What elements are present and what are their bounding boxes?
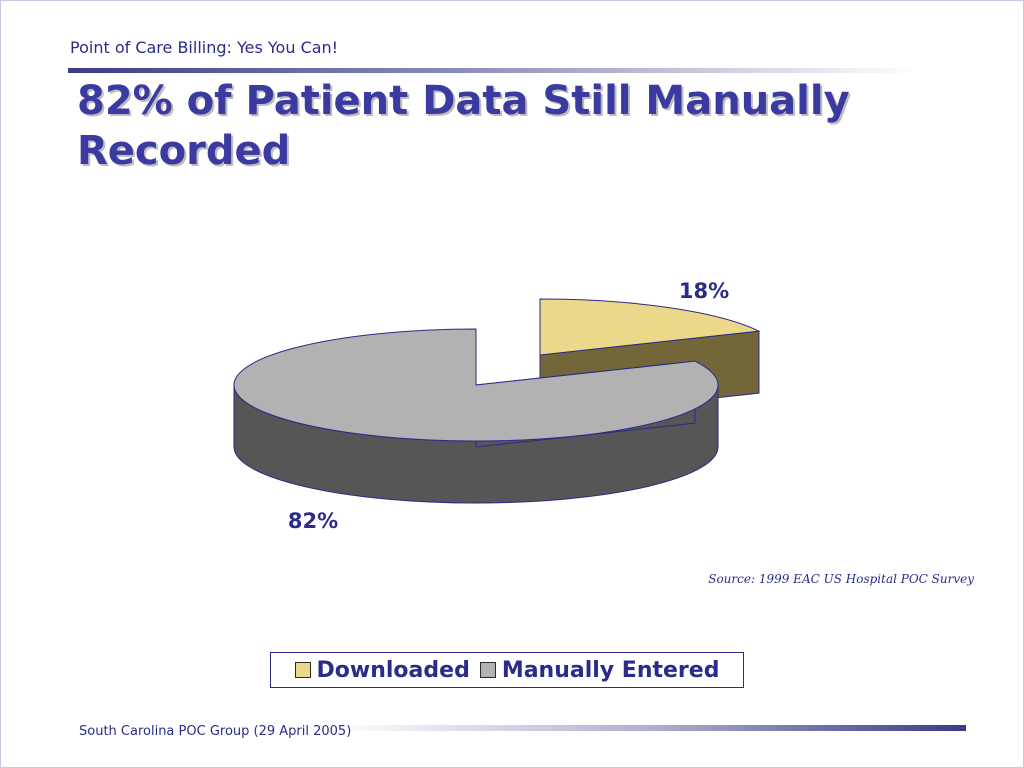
data-label-downloaded: 18%: [679, 279, 729, 303]
legend-item-downloaded: Downloaded: [294, 657, 470, 683]
pie-slice-manually-entered: [233, 328, 719, 442]
data-label-manually-entered: 82%: [288, 509, 338, 533]
header-rule: [68, 68, 918, 73]
legend-swatch-manually-entered: [479, 662, 496, 678]
slide-title: 82% of Patient Data Still Manually Recor…: [77, 78, 850, 174]
source-note: Source: 1999 EAC US Hospital POC Survey: [708, 572, 974, 586]
legend-swatch-downloaded: [294, 662, 311, 678]
chart-legend: Downloaded Manually Entered: [270, 652, 744, 688]
legend-label-downloaded: Downloaded: [316, 657, 470, 683]
slide-footer: South Carolina POC Group (29 April 2005): [79, 724, 352, 739]
legend-item-manually-entered: Manually Entered: [479, 657, 720, 683]
footer-rule: [330, 725, 966, 731]
pie-slice-downloaded: [539, 298, 761, 356]
slide-header: Point of Care Billing: Yes You Can!: [70, 38, 339, 57]
legend-label-manually-entered: Manually Entered: [501, 657, 720, 683]
